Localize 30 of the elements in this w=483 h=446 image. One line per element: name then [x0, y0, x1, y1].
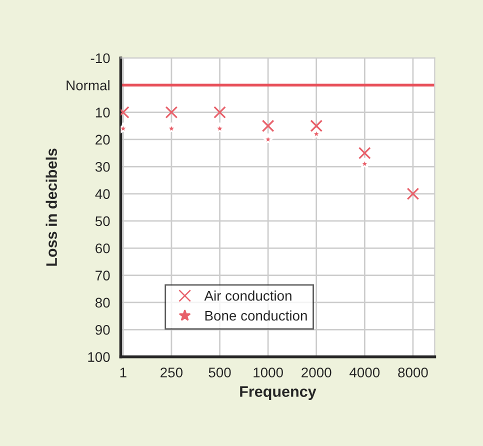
y-tick-label: 20 [96, 134, 110, 145]
point [310, 128, 322, 140]
x-tick-label: 1 [120, 368, 126, 378]
point [165, 106, 178, 119]
legend-label: Air conduction [204, 290, 292, 301]
y-tick-label: 50 [95, 216, 110, 226]
x-tick-label: 4000 [350, 368, 380, 378]
point [262, 120, 274, 132]
y-tick-label: 30 [95, 162, 110, 172]
legend-label: Bone conduction [205, 310, 307, 321]
point [358, 146, 371, 160]
y-tick-label: 90 [96, 324, 110, 335]
x-tick-label: 500 [208, 368, 231, 378]
x-tick-label: 8000 [398, 368, 428, 378]
y-tick-label: 10 [96, 108, 110, 118]
y-tick-label: 100 [88, 352, 110, 362]
x-tick-label: 2000 [302, 368, 332, 378]
y-axis-title: Loss in decibels [46, 148, 57, 266]
x-axis-title: Frequency [240, 386, 316, 400]
y-tick-label: Normal [66, 80, 110, 90]
point [406, 188, 420, 200]
point [214, 106, 226, 119]
x-tick-label: 1000 [254, 368, 283, 378]
y-tick-label: 60 [96, 243, 110, 254]
y-tick-label: 80 [95, 298, 110, 308]
y-tick-label: 40 [95, 189, 110, 199]
y-tick-label: 70 [96, 270, 110, 280]
y-tick-label: -10 [90, 53, 110, 64]
x-tick-label: 250 [160, 368, 183, 378]
point [310, 120, 323, 132]
